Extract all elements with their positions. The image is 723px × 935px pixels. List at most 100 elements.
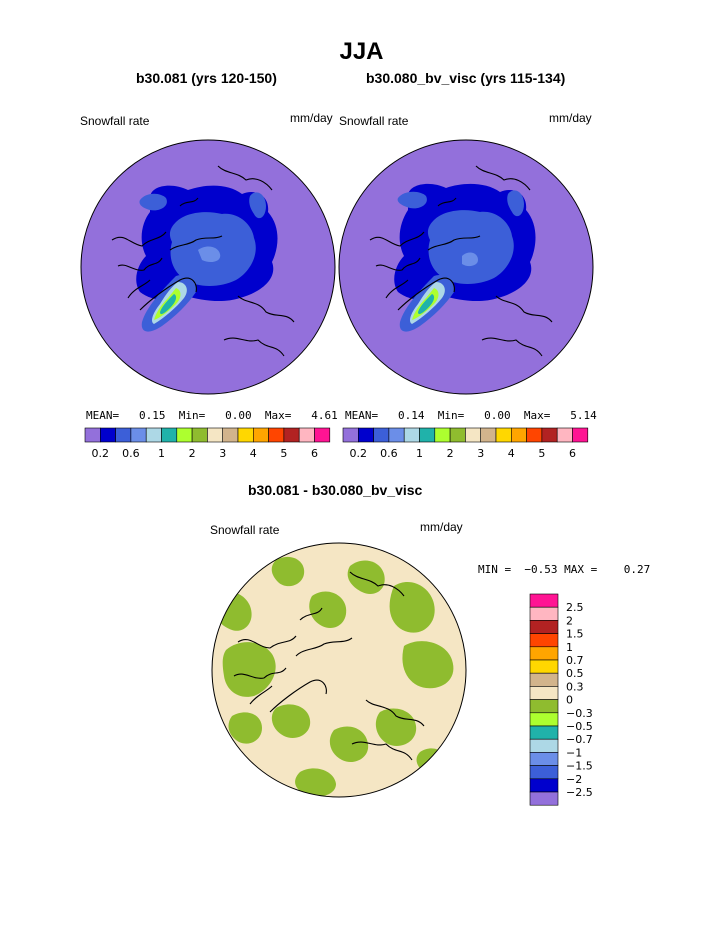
colorbar-box <box>342 427 359 443</box>
colorbar-tick-label: −1 <box>566 746 582 759</box>
colorbar-tick-label: 0.3 <box>566 680 584 693</box>
colorbar-box <box>529 659 559 674</box>
colorbar-box <box>298 427 315 443</box>
max-label: Max= <box>523 409 551 422</box>
colorbar-box <box>541 427 558 443</box>
colorbar-left: 0.2 0.6 1 2 3 4 5 6 <box>84 427 331 460</box>
colorbar-box <box>510 427 527 443</box>
colorbar-tick-label: 3 <box>219 447 226 460</box>
colorbar-box <box>572 427 589 443</box>
coastlines <box>369 165 553 357</box>
colorbar-box <box>100 427 116 443</box>
negative-patch <box>329 726 369 763</box>
negative-patch <box>375 708 417 746</box>
map-right-border <box>338 139 594 395</box>
colorbar-tick-label: 2.5 <box>566 601 584 614</box>
colorbar-box <box>237 427 254 443</box>
colorbar-box <box>529 765 559 780</box>
coastlines <box>233 571 425 761</box>
panel-left-title: b30.081 (yrs 120-150) <box>136 70 277 86</box>
min-label: MIN = <box>478 563 512 576</box>
colorbar-box <box>388 427 405 443</box>
colorbar-tick-label: 0 <box>566 694 573 707</box>
snow-band-mid <box>427 210 514 284</box>
colorbar-difference: 2.521.510.70.50.30−0.3−0.5−0.7−1−1.5−2−2… <box>529 593 593 806</box>
negative-patch <box>271 556 305 587</box>
colorbar-box <box>526 427 543 443</box>
colorbar-box <box>495 427 512 443</box>
colorbar-tick-label: 1.5 <box>566 628 584 641</box>
map-right <box>339 140 593 394</box>
colorbar-box <box>130 427 147 443</box>
colorbar-box <box>207 427 223 443</box>
colorbar-box <box>403 427 420 443</box>
colorbar-box <box>529 791 559 806</box>
snow-patch-ne <box>249 192 266 219</box>
colorbar-box <box>314 427 331 443</box>
panel-right-stats: MEAN= 0.14 Min= 0.00 Max= 5.14 <box>345 409 597 422</box>
colorbar-box <box>115 427 132 443</box>
negative-patch <box>416 748 446 776</box>
colorbar-tick-label: 2 <box>566 614 573 627</box>
colorbar-box <box>357 427 374 443</box>
colorbar-box <box>529 633 559 648</box>
colorbar-tick-label: −0.3 <box>566 707 593 720</box>
colorbar-box <box>529 778 559 793</box>
min-value: 0.00 <box>225 409 252 422</box>
panel-left-stats: MEAN= 0.15 Min= 0.00 Max= 4.61 <box>86 409 338 422</box>
max-value: 4.61 <box>311 409 338 422</box>
negative-patch <box>222 642 276 697</box>
colorbar-box <box>222 427 239 443</box>
colorbar-box <box>145 427 162 443</box>
colorbar-tick-label: 4 <box>508 447 515 460</box>
max-value: 0.27 <box>623 563 651 576</box>
colorbar-box <box>465 427 481 443</box>
colorbar-box <box>529 712 559 727</box>
min-value: −0.53 <box>524 563 558 576</box>
greenland-c3 <box>160 294 177 315</box>
panel-right-units-label: mm/day <box>549 111 592 125</box>
colorbar-box <box>480 427 497 443</box>
colorbar-box <box>161 427 178 443</box>
colorbar-tick-label: 4 <box>250 447 257 460</box>
colorbar-box <box>529 725 559 740</box>
snow-patch-ne <box>507 190 524 217</box>
max-label: MAX = <box>564 563 598 576</box>
colorbar-box <box>268 427 285 443</box>
colorbar-tick-label: 6 <box>569 447 576 460</box>
colorbar-box <box>419 427 436 443</box>
colorbar-box <box>529 738 559 753</box>
snow-light-spot <box>198 246 221 262</box>
difference-title: b30.081 - b30.080_bv_visc <box>248 482 423 498</box>
map-difference-border <box>211 542 467 798</box>
colorbar-box <box>84 427 101 443</box>
panel-left-variable-label: Snowfall rate <box>80 114 150 128</box>
colorbar-tick-label: 2 <box>447 447 454 460</box>
coastlines <box>111 165 295 357</box>
negative-patch <box>309 591 347 628</box>
colorbar-right: 0.2 0.6 1 2 3 4 5 6 <box>342 427 589 460</box>
colorbar-box <box>529 699 559 714</box>
colorbar-tick-label: −2 <box>566 773 582 786</box>
snow-patch-nw <box>139 193 167 211</box>
colorbar-box <box>449 427 466 443</box>
mean-value: 0.14 <box>398 409 425 422</box>
page-title: JJA <box>339 38 384 65</box>
negative-patch <box>271 704 311 739</box>
snow-light-spot <box>462 252 478 267</box>
map-left-border <box>80 139 336 395</box>
colorbar-box <box>529 646 559 661</box>
colorbar-tick-label: 0.2 <box>92 447 110 460</box>
colorbar-tick-label: 1 <box>566 641 573 654</box>
negative-patch <box>347 560 385 594</box>
panel-right-variable-label: Snowfall rate <box>339 114 409 128</box>
colorbar-tick-label: 5 <box>280 447 287 460</box>
colorbar-tick-label: −1.5 <box>566 760 593 773</box>
min-value: 0.00 <box>484 409 511 422</box>
panel-left-units-label: mm/day <box>290 111 333 125</box>
colorbar-box <box>434 427 451 443</box>
max-value: 5.14 <box>570 409 597 422</box>
difference-units-label: mm/day <box>420 520 463 534</box>
colorbar-box <box>529 686 559 700</box>
